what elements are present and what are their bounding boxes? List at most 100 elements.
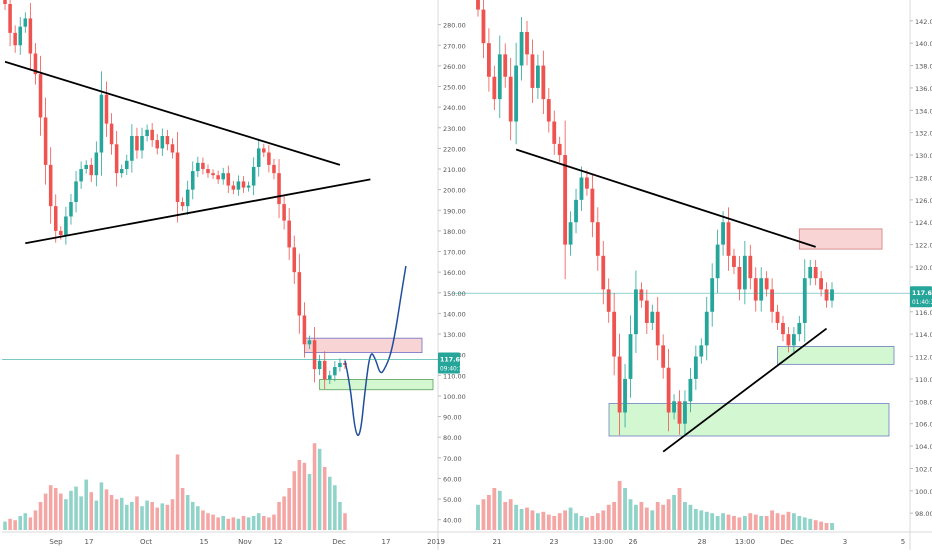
candle-down[interactable] [492,76,497,100]
candle-down[interactable] [677,401,682,424]
candle-up[interactable] [568,222,573,245]
candle-down[interactable] [231,185,236,190]
candle-up[interactable] [140,136,144,151]
candle-up[interactable] [69,202,73,217]
support-zone[interactable] [319,379,434,391]
candle-up[interactable] [64,216,68,236]
candle-down[interactable] [53,206,58,231]
candle-down[interactable] [824,289,829,301]
projection-path[interactable] [344,265,407,436]
candle-down[interactable] [530,54,535,88]
candle-up[interactable] [519,31,524,66]
lower-trendline[interactable] [25,178,371,245]
candle-down[interactable] [226,173,231,186]
candle-up[interactable] [704,311,709,346]
candle-up[interactable] [634,289,638,335]
candle-down[interactable] [655,311,660,346]
candle-up[interactable] [185,189,190,207]
candle-down[interactable] [312,340,317,370]
candle-up[interactable] [830,289,834,301]
candle-down[interactable] [28,18,33,54]
candle-down[interactable] [8,4,12,33]
candle-up[interactable] [693,356,698,379]
candle-down[interactable] [267,152,271,165]
candle-up[interactable] [328,375,332,380]
candle-down[interactable] [481,9,486,44]
candle-down[interactable] [770,289,774,312]
candle-up[interactable] [715,244,720,279]
candle-down[interactable] [262,148,266,153]
candle-down[interactable] [165,136,170,145]
candle-up[interactable] [333,367,337,376]
support-zone-small[interactable] [777,346,895,365]
candle-down[interactable] [781,322,785,335]
candle-down[interactable] [13,32,17,46]
candle-up[interactable] [536,65,540,88]
candle-down[interactable] [748,255,753,279]
candle-up[interactable] [808,267,813,279]
candle-down[interactable] [476,0,480,10]
candle-up[interactable] [338,362,342,368]
candle-up[interactable] [742,255,747,290]
candle-down[interactable] [109,123,114,145]
candle-down[interactable] [590,188,595,223]
candle-up[interactable] [196,162,200,172]
candle-down[interactable] [726,222,731,256]
candle-up[interactable] [119,169,124,174]
candle-down[interactable] [775,311,780,323]
resistance-zone[interactable] [798,228,883,250]
candle-up[interactable] [236,181,241,190]
candle-up[interactable] [791,334,796,346]
candle-up[interactable] [221,173,225,180]
candle-down[interactable] [211,173,215,176]
candle-down[interactable] [150,129,154,141]
candle-down[interactable] [38,74,43,118]
candle-up[interactable] [574,199,578,223]
candle-down[interactable] [508,76,513,122]
candle-down[interactable] [114,144,119,174]
candle-down[interactable] [201,162,205,170]
candle-up[interactable] [797,322,802,335]
candle-up[interactable] [759,278,764,301]
candle-up[interactable] [317,360,322,370]
candle-down[interactable] [486,43,491,77]
candle-down[interactable] [175,152,180,203]
candle-down[interactable] [292,247,297,273]
candle-down[interactable] [33,53,38,75]
right-chart-panel[interactable]: 142.00 140.00 138.00 136.00 134.00 132.00 130.… [452,0,932,550]
candle-up[interactable] [256,148,261,167]
candle-up[interactable] [650,311,655,323]
candle-down[interactable] [585,177,589,189]
candle-up[interactable] [79,169,83,182]
candle-down[interactable] [287,220,291,248]
candle-up[interactable] [94,152,99,176]
candle-down[interactable] [617,356,622,413]
candle-up[interactable] [246,185,251,188]
candle-up[interactable] [190,171,195,190]
candle-down[interactable] [3,0,7,4]
candle-up[interactable] [628,334,633,379]
candle-down[interactable] [155,140,160,149]
candle-up[interactable] [688,378,693,402]
candle-down[interactable] [661,345,666,368]
candle-down[interactable] [135,136,139,151]
candle-down[interactable] [601,255,606,290]
candle-up[interactable] [699,345,704,357]
candle-down[interactable] [503,54,508,77]
candle-down[interactable] [302,315,307,345]
candle-down[interactable] [612,311,617,357]
candle-down[interactable] [180,202,185,207]
candle-up[interactable] [672,401,676,413]
candle-up[interactable] [125,160,129,170]
candle-down[interactable] [786,334,791,346]
candle-up[interactable] [74,181,78,203]
candle-down[interactable] [277,173,281,205]
candle-up[interactable] [802,278,807,323]
candle-down[interactable] [813,267,818,279]
candle-down[interactable] [48,164,53,207]
left-chart-panel[interactable]: 280.00 270.00 260.00 250.00 240.00 230.00 220.… [2,0,466,550]
candle-up[interactable] [623,378,627,413]
candle-down[interactable] [525,31,529,55]
lower-trendline[interactable] [662,327,828,453]
candle-down[interactable] [557,143,562,156]
